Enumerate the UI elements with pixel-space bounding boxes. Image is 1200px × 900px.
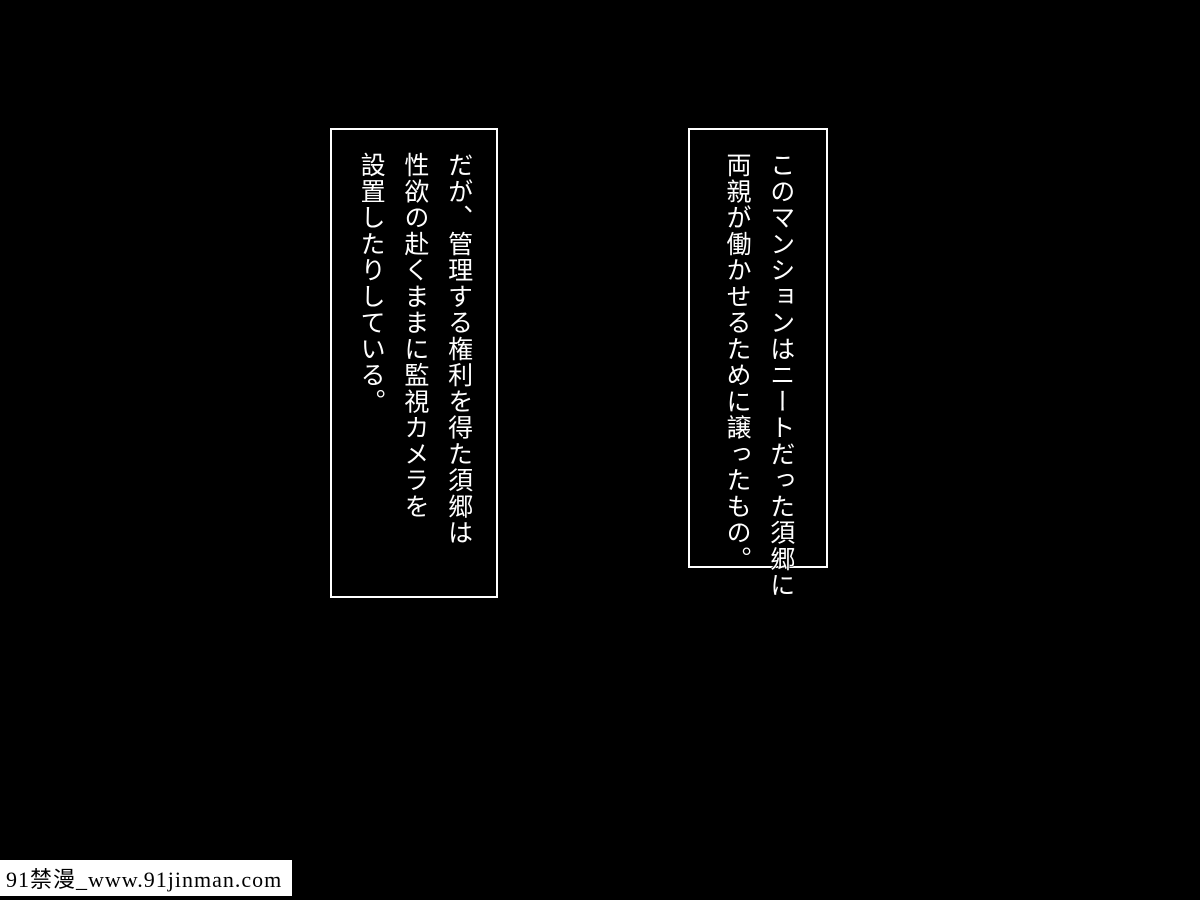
stage: このマンションはニートだった須郷に 両親が働かせるために譲ったもの。 だが、管理… xyxy=(0,0,1200,900)
watermark-label: 91禁漫_www.91jinman.com xyxy=(0,860,292,896)
text-panel-right: このマンションはニートだった須郷に 両親が働かせるために譲ったもの。 xyxy=(688,128,828,568)
panel-left-text: だが、管理する権利を得た須郷は 性欲の赴くままに監視カメラを 設置したりしている… xyxy=(348,152,479,574)
text-panel-left: だが、管理する権利を得た須郷は 性欲の赴くままに監視カメラを 設置したりしている… xyxy=(330,128,498,598)
panel-right-text: このマンションはニートだった須郷に 両親が働かせるために譲ったもの。 xyxy=(714,152,802,544)
